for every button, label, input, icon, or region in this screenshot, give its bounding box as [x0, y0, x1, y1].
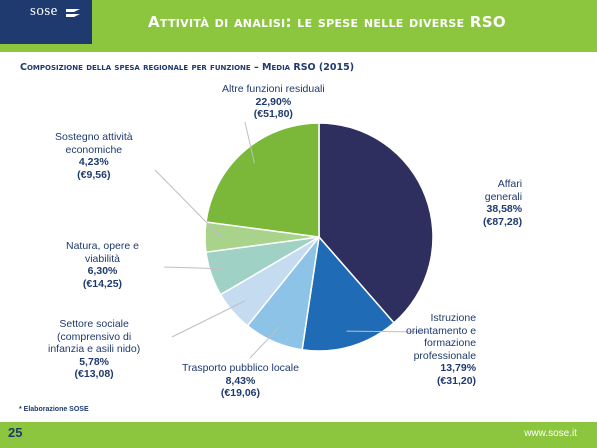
footer-bar	[0, 422, 597, 448]
slice-percent: 13,79%	[440, 362, 477, 374]
slice-label-text: orientamento e	[406, 324, 477, 337]
leader-line-sostegno	[154, 169, 222, 238]
label-affari-generali: Affari generali 38,58% (€87,28)	[483, 178, 522, 228]
slice-percent: 22,90%	[255, 95, 292, 108]
leader-lines	[154, 121, 429, 359]
leader-line-istruzione	[346, 330, 429, 333]
pie-slice-istruzione	[301, 235, 396, 352]
slice-percent: 8,43%	[225, 374, 256, 387]
slice-label-text: Trasporto pubblico locale	[182, 362, 299, 374]
slice-label-text: Settore sociale	[59, 318, 129, 330]
slice-value: (€9,56)	[77, 168, 111, 181]
slice-percent: 5,78%	[79, 355, 109, 368]
slice-label-text: viabilità	[84, 252, 120, 265]
slice-value: (€31,20)	[436, 374, 477, 387]
slice-percent: 6,30%	[87, 265, 118, 277]
slice-label-text: Natura, opere e	[66, 240, 139, 252]
footnote: * Elaborazione SOSE	[19, 406, 89, 413]
slice-percent: 38,58%	[486, 203, 523, 215]
page-number: 25	[8, 425, 23, 440]
label-settore-sociale: Settore sociale (comprensivo di infanzia e…	[48, 318, 140, 381]
leader-line-trasporto	[249, 326, 280, 359]
leader-line-natura	[163, 266, 227, 270]
slice-label-text: Affari	[497, 178, 523, 190]
slice-percent: 4,23%	[78, 156, 109, 168]
label-sostegno: Sostegno attività economiche 4,23% (€9,56)	[55, 131, 133, 181]
slice-value: (€14,25)	[82, 277, 123, 290]
label-trasporto: Trasporto pubblico locale 8,43% (€19,06)	[182, 362, 299, 400]
pie-slice-affari-generali	[318, 122, 434, 324]
leader-line-altre-funzioni	[244, 121, 255, 164]
sose-logo-icon	[66, 9, 80, 17]
slice-label-text: economiche	[65, 143, 123, 156]
slice-label-text: Sostegno attività	[55, 131, 133, 143]
slice-label-text: generali	[484, 190, 523, 203]
label-altre-funzioni: Altre funzioni residuali 22,90% (€51,80)	[222, 83, 325, 121]
slice-label-text: professionale	[413, 349, 477, 362]
sose-logo: sose	[30, 3, 58, 19]
slice-value: (€13,08)	[74, 368, 114, 380]
site-url-link[interactable]: www.sose.it	[524, 428, 577, 439]
slice-label-text: Altre funzioni residuali	[222, 83, 325, 95]
pie-slice-altre-funzioni	[205, 122, 320, 238]
slice-value: (€19,06)	[220, 387, 261, 399]
slice-label-text: Istruzione	[430, 312, 477, 324]
slice-label-text: formazione	[424, 337, 477, 349]
header-bar	[0, 0, 597, 52]
slice-value: (€87,28)	[483, 215, 523, 228]
pie-slices	[204, 122, 434, 352]
label-istruzione: Istruzione orientamento e formazione profes…	[406, 312, 476, 387]
chart-title: Composizione della spesa regionale per f…	[20, 62, 355, 73]
label-natura: Natura, opere e viabilità 6,30% (€14,25)	[66, 240, 139, 290]
slice-value: (€51,80)	[253, 108, 293, 120]
leader-line-settore-sociale	[171, 300, 245, 338]
slice-label-text: infanzia e asili nido)	[48, 343, 141, 355]
logo-box: sose	[0, 0, 92, 44]
slice-label-text: (comprensivo di	[57, 330, 132, 343]
page-title: Attività di analisi: le spese nelle dive…	[148, 13, 506, 31]
